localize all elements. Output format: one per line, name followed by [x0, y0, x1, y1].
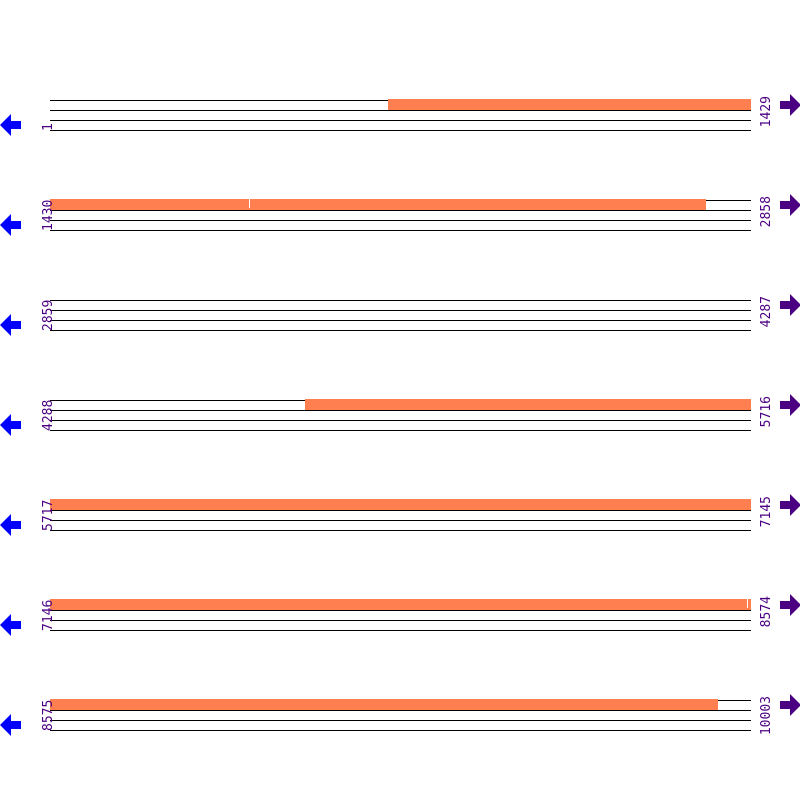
feature-bar[interactable] — [305, 399, 751, 410]
sequence-row: 1 1429 — [0, 94, 800, 160]
row-end-label: 4287 — [759, 296, 774, 328]
arrow-left-icon[interactable] — [0, 314, 22, 336]
row-end-label: 1429 — [759, 96, 774, 128]
feature-bar[interactable] — [50, 599, 751, 610]
track-line — [50, 220, 751, 221]
row-start-label: 5717 — [41, 499, 56, 531]
track-line — [50, 430, 751, 431]
arrow-left-icon[interactable] — [0, 414, 22, 436]
feature-tick — [249, 199, 251, 208]
track-line — [50, 510, 751, 511]
row-start-label: 8575 — [41, 699, 56, 731]
arrow-left-icon[interactable] — [0, 514, 22, 536]
row-start-label: 7146 — [41, 599, 56, 631]
feature-tick — [746, 599, 748, 608]
sequence-row: 5717 7145 — [0, 494, 800, 560]
track-line — [50, 310, 751, 311]
track-line — [50, 330, 751, 331]
arrow-right-icon[interactable] — [780, 594, 800, 616]
track-line — [50, 530, 751, 531]
sequence-row: 2859 4287 — [0, 294, 800, 360]
row-start-label: 2859 — [41, 299, 56, 331]
track-line — [50, 620, 751, 621]
track-line — [50, 300, 751, 301]
sequence-row: 7146 8574 — [0, 594, 800, 660]
track-line — [50, 120, 751, 121]
track-line — [50, 630, 751, 631]
arrow-left-icon[interactable] — [0, 214, 22, 236]
sequence-row: 4288 5716 — [0, 394, 800, 460]
track-line — [50, 210, 751, 211]
track-line — [50, 730, 751, 731]
row-end-label: 5716 — [759, 396, 774, 428]
track-line — [50, 710, 751, 711]
track-line — [50, 410, 751, 411]
row-end-label: 8574 — [759, 596, 774, 628]
sequence-row: 8575 10003 — [0, 694, 800, 760]
arrow-right-icon[interactable] — [780, 494, 800, 516]
row-start-label: 1430 — [41, 199, 56, 231]
track-line — [50, 230, 751, 231]
arrow-left-icon[interactable] — [0, 614, 22, 636]
arrow-right-icon[interactable] — [780, 294, 800, 316]
track-line — [50, 420, 751, 421]
arrow-right-icon[interactable] — [780, 194, 800, 216]
arrow-left-icon[interactable] — [0, 714, 22, 736]
sequence-row: 1430 2858 — [0, 194, 800, 260]
row-start-label: 4288 — [41, 399, 56, 431]
row-end-label: 2858 — [759, 196, 774, 228]
track-line — [50, 110, 751, 111]
arrow-left-icon[interactable] — [0, 114, 22, 136]
arrow-right-icon[interactable] — [780, 694, 800, 716]
row-start-label: 1 — [41, 123, 56, 131]
row-end-label: 7145 — [759, 496, 774, 528]
feature-bar[interactable] — [50, 699, 719, 710]
feature-bar[interactable] — [50, 199, 707, 210]
arrow-right-icon[interactable] — [780, 94, 800, 116]
row-end-label: 10003 — [759, 696, 774, 736]
track-line — [50, 520, 751, 521]
feature-bar[interactable] — [387, 99, 751, 110]
track-line — [50, 720, 751, 721]
feature-bar[interactable] — [50, 499, 751, 510]
track-line — [50, 130, 751, 131]
track-line — [50, 610, 751, 611]
track-line — [50, 320, 751, 321]
arrow-right-icon[interactable] — [780, 394, 800, 416]
